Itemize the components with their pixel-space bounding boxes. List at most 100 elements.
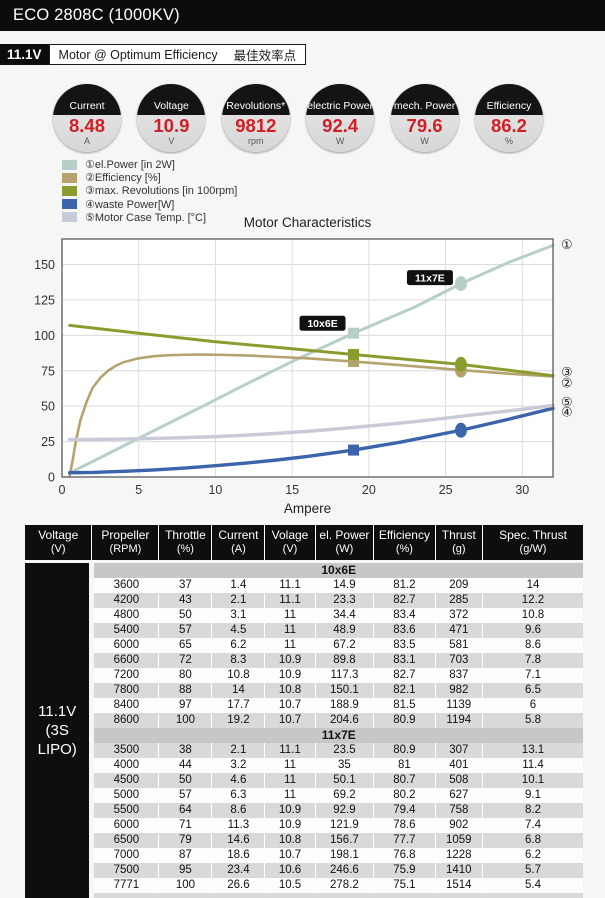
cell: 17.7 [211,697,265,713]
gauge-unit: W [420,136,429,146]
cell: 10.9 [264,652,316,668]
series-ref-number: ① [561,238,573,253]
cell: 38 [158,742,212,758]
cell: 9.6 [482,622,583,638]
cell: 7500 [91,862,159,878]
cell: 7800 [91,682,159,698]
marker-square [348,356,360,368]
legend-item: ⑤Motor Case Temp. [°C] [62,211,237,224]
cell: 4000 [91,757,159,773]
cell: 6000 [91,637,159,653]
legend-swatch-icon [62,172,77,183]
gauge-unit: rpm [248,136,264,146]
cell: 80.2 [373,787,436,803]
cell: 2.1 [211,592,265,608]
cell: 401 [434,757,483,773]
cell: 11 [264,637,316,653]
chart-legend: ①el.Power [in 2W] ②Efficiency [%] ③max. Re… [62,158,237,224]
cell: 8.6 [211,802,265,818]
cell: 82.1 [373,682,436,698]
gauge-current: Current 8.48 A [53,84,121,152]
column-header: Spec. Thrust (g/W) [482,525,583,563]
cell: 100 [158,877,212,893]
legend-swatch-icon [62,185,77,196]
legend-label: ⑤Motor Case Temp. [°C] [85,211,207,224]
gauge-mech-power: mech. Power 79.6 W [390,84,459,152]
legend-swatch-icon [62,159,77,170]
table-row: 4000 44 3.2 11 35 81 401 11.4 [25,757,583,773]
cell: 278.2 [314,877,374,893]
gauge-label: electric Power [306,84,375,115]
cell: 23.5 [314,742,374,758]
cell: 7.8 [482,652,583,668]
gauge-value: 8.48 [68,115,105,136]
cell: 5.8 [482,712,583,728]
gauge-voltage: Voltage 10.9 V [137,84,206,152]
table-row: 5500 64 8.6 10.9 92.9 79.4 758 8.2 [25,802,583,818]
cell: 150.1 [314,682,374,698]
cell: 7.1 [482,667,583,683]
cell: 11.1 [264,577,316,593]
cell: 80.9 [373,742,436,758]
y-tick-label: 50 [41,400,55,414]
cell: 5500 [91,802,159,818]
series-ref-number: ⑤ [561,395,573,410]
cell: 508 [434,772,483,788]
legend-item: ①el.Power [in 2W] [62,158,237,171]
x-tick-label: 20 [362,483,376,497]
table-row: 8600 100 19.2 10.7 204.6 80.9 1194 5.8 [25,712,583,728]
cell: 6.2 [211,637,265,653]
cell: 6.8 [482,832,583,848]
cell: 5000 [91,787,159,803]
propeller-section-label: 11x7E [91,727,583,743]
cell: 188.9 [314,697,374,713]
legend-label: ②Efficiency [%] [85,172,161,185]
cell: 10.6 [264,862,316,878]
x-axis-label: Ampere [284,501,331,516]
table-row: 6600 72 8.3 10.9 89.8 83.1 703 7.8 [25,652,583,668]
cell: 10.1 [482,772,583,788]
cell: 285 [434,592,483,608]
cell: 11 [264,622,316,638]
column-header: Voltage (V) [25,525,92,563]
cell: 8600 [91,712,159,728]
cell: 3600 [91,577,159,593]
x-tick-label: 10 [208,483,222,497]
prop-annotation-box [299,315,346,331]
cell: 71 [158,817,212,833]
table-row: 6000 65 6.2 11 67.2 83.5 581 8.6 [25,637,583,653]
legend-label: ④waste Power[W] [85,198,175,211]
y-tick-label: 125 [34,293,55,307]
cell: 3.2 [211,757,265,773]
cell: 34.4 [314,607,374,623]
cell: 57 [158,787,212,803]
cell: 307 [434,742,483,758]
column-header: el. Power (W) [314,525,374,563]
cell: 10.9 [264,667,316,683]
cell: 50.1 [314,772,374,788]
cell: 50 [158,772,212,788]
y-tick-label: 75 [41,364,55,378]
cell: 471 [434,622,483,638]
cell: 3.1 [211,607,265,623]
cell: 50 [158,607,212,623]
legend-label: ①el.Power [in 2W] [85,159,175,172]
table-row: 3500 38 2.1 11.1 23.5 80.9 307 13.1 [25,742,583,758]
table-row: 7500 95 23.4 10.6 246.6 75.9 1410 5.7 [25,862,583,878]
cell: 156.7 [314,832,374,848]
cell: 372 [434,607,483,623]
cell: 23.3 [314,592,374,608]
section-row: 11.1V (3S LIPO) 10x6E [25,561,583,898]
table-row: 4800 50 3.1 11 34.4 83.4 372 10.8 [25,607,583,623]
cell: 72 [158,652,212,668]
cell: 35 [314,757,374,773]
cell: 4.6 [211,772,265,788]
table-row: 6500 79 14.6 10.8 156.7 77.7 1059 6.8 [25,832,583,848]
cell: 79 [158,832,212,848]
optimum-efficiency-label-en: Motor @ Optimum Efficiency [58,47,218,62]
cell: 92.9 [314,802,374,818]
cell: 10.8 [264,832,316,848]
cell: 83.6 [373,622,436,638]
series-line [67,406,555,475]
cell: 6000 [91,817,159,833]
